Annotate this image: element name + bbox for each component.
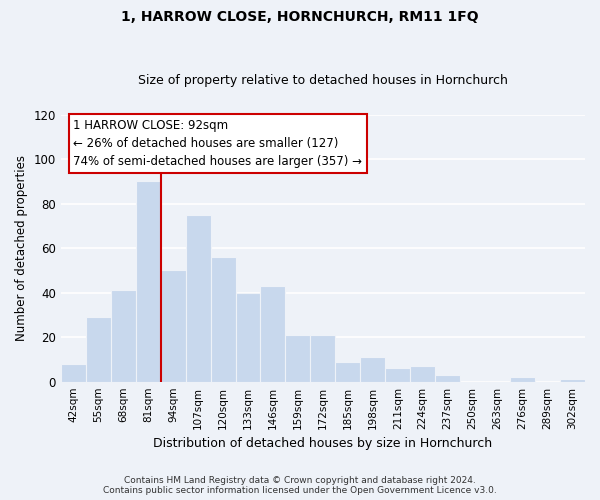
Text: 1 HARROW CLOSE: 92sqm
← 26% of detached houses are smaller (127)
74% of semi-det: 1 HARROW CLOSE: 92sqm ← 26% of detached … [73,119,362,168]
Bar [185,214,211,382]
Bar [361,357,385,382]
Bar [161,270,185,382]
Bar [286,335,310,382]
Bar [211,257,236,382]
Bar [236,292,260,382]
Bar [310,335,335,382]
Bar [385,368,410,382]
Y-axis label: Number of detached properties: Number of detached properties [15,155,28,341]
X-axis label: Distribution of detached houses by size in Hornchurch: Distribution of detached houses by size … [154,437,493,450]
Bar [510,377,535,382]
Title: Size of property relative to detached houses in Hornchurch: Size of property relative to detached ho… [138,74,508,87]
Bar [136,182,161,382]
Text: 1, HARROW CLOSE, HORNCHURCH, RM11 1FQ: 1, HARROW CLOSE, HORNCHURCH, RM11 1FQ [121,10,479,24]
Bar [335,362,361,382]
Text: Contains HM Land Registry data © Crown copyright and database right 2024.
Contai: Contains HM Land Registry data © Crown c… [103,476,497,495]
Bar [560,380,585,382]
Bar [410,366,435,382]
Bar [111,290,136,382]
Bar [260,286,286,382]
Bar [435,375,460,382]
Bar [86,317,111,382]
Bar [61,364,86,382]
